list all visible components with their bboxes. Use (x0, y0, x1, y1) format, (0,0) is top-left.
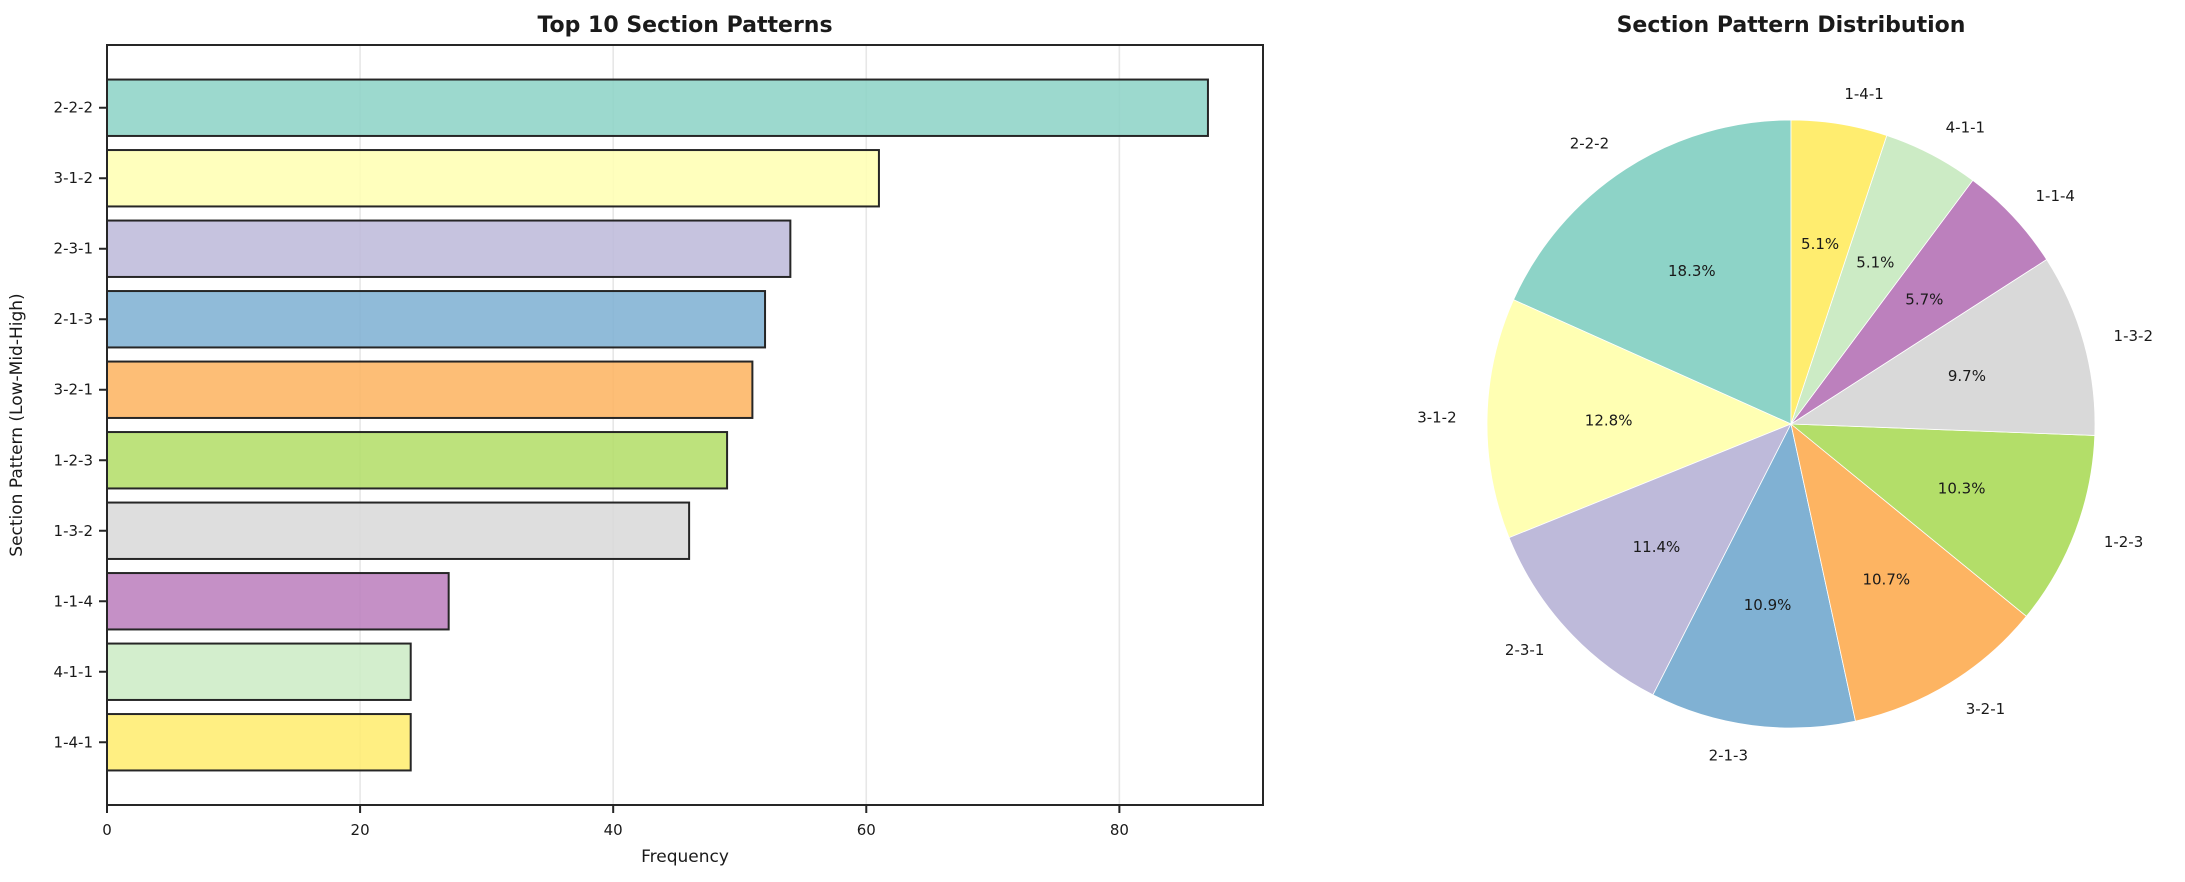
bar-1-4-1 (106, 713, 412, 772)
pie-plot-area: 18.3% 2-2-2 12.8% 3-1-2 11.4% 2-3-1 10.9% 2-1-3… (1417, 85, 2153, 765)
x-tick-label: 20 (351, 821, 370, 839)
y-tick-label: 2-3-1 (54, 240, 93, 258)
bar-1-1-4 (106, 572, 450, 631)
bar-2-2-2 (106, 78, 1209, 137)
pie-percentage-label: 10.7% (1862, 571, 1910, 589)
x-tick-label: 60 (857, 821, 876, 839)
pie-slice-label: 2-2-2 (1570, 134, 1609, 152)
pie-slice-2-2-2 (1513, 119, 1792, 425)
pie-slice-label: 1-1-4 (2035, 187, 2074, 205)
pie-slice-2-1-3 (1652, 422, 1856, 729)
y-tick-label: 2-1-3 (54, 310, 93, 328)
pie-slice-label: 1-3-2 (2114, 327, 2153, 345)
x-tick-label: 40 (604, 821, 623, 839)
x-tick-label: 0 (102, 821, 112, 839)
pie-slice-3-2-1 (1790, 422, 2028, 722)
y-tick-label: 1-2-3 (54, 451, 93, 469)
y-tick-label: 3-2-1 (54, 381, 93, 399)
bar-chart: Top 10 Section Patterns Frequency Sectio… (7, 13, 1264, 867)
pie-chart: Section Pattern Distribution 18.3%2-2-21… (1417, 13, 2153, 765)
pie-slice-2-3-1 (1508, 423, 1792, 696)
y-tick-label: 2-2-2 (54, 99, 93, 117)
pie-slice-1-2-3 (1789, 423, 2096, 617)
bar-2-1-3 (106, 290, 767, 349)
y-tick-label: 3-1-2 (54, 169, 93, 187)
pie-percentage-label: 18.3% (1668, 262, 1716, 280)
bar-chart-x-axis-label: Frequency (641, 847, 729, 867)
pie-percentage-label: 9.7% (1948, 367, 1986, 385)
bar-4-1-1 (106, 642, 412, 701)
bar-chart-y-axis-label: Section Pattern (Low-Mid-High) (7, 293, 27, 556)
y-tick-label: 1-1-4 (54, 592, 93, 610)
pie-slice-label: 2-3-1 (1505, 641, 1544, 659)
x-tick-label: 80 (1110, 821, 1129, 839)
bar-1-3-2 (106, 501, 691, 560)
pie-percentage-label: 5.7% (1905, 291, 1943, 309)
pie-slice-label: 3-2-1 (1966, 700, 2005, 718)
pie-slice-3-1-2 (1486, 299, 1793, 539)
bar-plot-area: 2-2-2 3-1-2 2-3-1 2-1-3 3-2-1 1-2-3 1-3-2 1-1-4… (54, 44, 1264, 839)
bar-chart-title: Top 10 Section Patterns (537, 13, 832, 38)
pie-slice-label: 2-1-3 (1709, 747, 1748, 765)
pie-percentage-label: 5.1% (1801, 235, 1839, 253)
y-tick-label: 4-1-1 (54, 663, 93, 681)
y-tick-label: 1-3-2 (54, 522, 93, 540)
bar-2-3-1 (106, 219, 792, 278)
bar-3-1-2 (106, 149, 880, 208)
pie-slice-label: 3-1-2 (1417, 409, 1456, 427)
pie-slice-1-3-2 (1789, 258, 2096, 436)
pie-slice-label: 1-2-3 (2104, 533, 2143, 551)
y-tick-label: 1-4-1 (54, 733, 93, 751)
pie-percentage-label: 10.3% (1938, 479, 1986, 497)
pie-chart-title: Section Pattern Distribution (1617, 13, 1966, 38)
pie-slice-label: 1-4-1 (1844, 85, 1883, 103)
pie-percentage-label: 10.9% (1744, 596, 1792, 614)
bar-3-2-1 (106, 360, 754, 419)
pie-percentage-label: 5.1% (1856, 253, 1894, 271)
bar-1-2-3 (106, 431, 729, 490)
pie-percentage-label: 11.4% (1633, 538, 1681, 556)
pie-slice-1-4-1 (1790, 119, 1888, 425)
pie-slice-label: 4-1-1 (1946, 118, 1985, 136)
pie-percentage-label: 12.8% (1585, 412, 1633, 430)
